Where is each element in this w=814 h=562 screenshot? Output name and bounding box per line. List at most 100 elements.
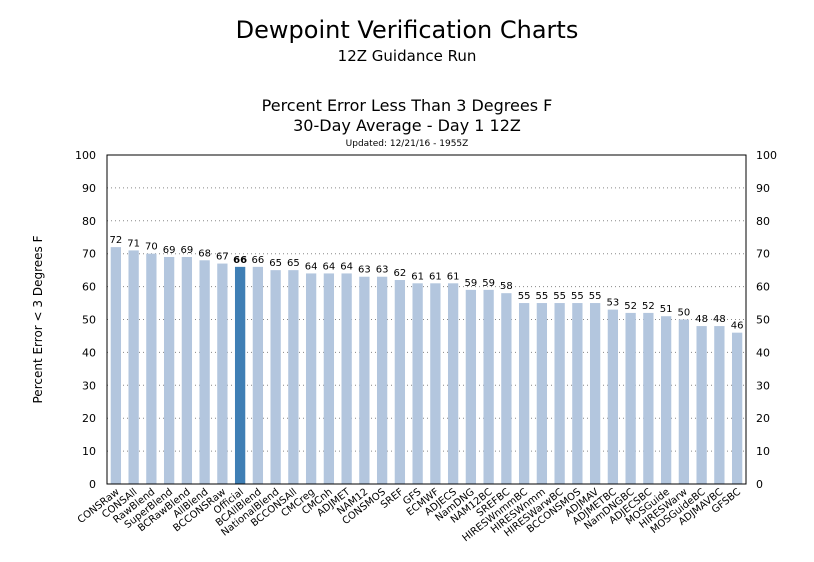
bar [430,283,441,484]
bar [270,270,281,484]
bar [341,273,352,484]
bar-value-label: 58 [500,281,513,292]
bar-value-label: 53 [607,298,620,309]
bar [359,276,370,484]
bar-value-label: 48 [695,314,708,325]
bar-value-label: 70 [145,242,158,253]
y-tick-label-right: 40 [756,346,770,359]
chart-subtitle: 30-Day Average - Day 1 12Z [293,116,521,135]
chart-title: Percent Error Less Than 3 Degrees F [261,96,553,115]
y-tick-label-left: 70 [82,248,96,261]
bar-value-label: 66 [252,255,265,266]
bar [678,319,690,484]
y-tick-label-right: 80 [756,215,770,228]
bar [589,303,601,484]
bar [217,263,228,484]
bar [731,332,743,484]
y-tick-label-left: 100 [75,149,96,162]
y-tick-label-left: 30 [82,379,96,392]
bar-value-label: 68 [198,248,211,259]
bar [554,303,565,484]
bar-value-label: 59 [482,278,495,289]
y-tick-label-right: 10 [756,445,770,458]
bar [252,266,264,484]
y-tick-label-right: 90 [756,182,770,195]
y-tick-label-left: 60 [82,281,96,294]
bar-value-label: 61 [447,271,460,282]
bar-value-label: 62 [394,268,407,279]
bar-value-label: 51 [660,304,673,315]
y-tick-label-right: 20 [756,412,770,425]
bar-value-label: 52 [642,301,655,312]
bar [181,256,193,484]
y-tick-label-right: 100 [756,149,777,162]
bar-value-label: 55 [571,291,584,302]
bars [110,247,743,484]
y-tick-label-left: 20 [82,412,96,425]
y-tick-label-left: 50 [82,314,96,327]
bar [607,309,619,484]
bar [501,293,512,484]
bar-value-label: 63 [376,265,389,276]
bar [128,250,139,484]
bar-value-label: 63 [358,265,371,276]
bar [394,280,406,484]
bar-value-label: 64 [323,261,336,272]
bar-value-label: 52 [624,301,637,312]
bar [714,326,725,484]
bar-value-label: 67 [216,252,229,263]
bar [625,312,636,484]
bar-value-label: 50 [678,308,691,319]
bar [323,273,335,484]
bar-value-label: 69 [181,245,194,256]
bar-value-label: 65 [269,258,282,269]
value-labels: 72 71 70 69 69 68 67 66 66 65 65 64 64 64 63 63 62 61 61 61… [110,235,744,332]
bar [572,303,583,484]
bar [536,303,548,484]
bar [412,283,423,484]
bar [199,260,210,484]
y-tick-label-right: 60 [756,281,770,294]
page-title: Dewpoint Verification Charts [235,16,579,44]
page-subtitle: 12Z Guidance Run [337,47,477,65]
updated-timestamp: Updated: 12/21/16 - 1955Z [345,139,469,149]
y-tick-label-left: 0 [89,478,96,491]
bar [376,276,388,484]
y-tick-label-left: 40 [82,346,96,359]
y-tick-label-right: 50 [756,314,770,327]
bar [163,256,175,484]
bar-value-label: 66 [233,255,247,266]
bar [483,289,494,484]
bar [643,312,654,484]
bar-value-label: 64 [305,261,318,272]
bar-value-label: 69 [163,245,176,256]
bar [146,253,157,484]
bar-value-label: 46 [731,321,744,332]
y-axis-label: Percent Error < 3 Degrees F [31,235,45,403]
bar [110,247,122,484]
plot-frame [106,154,747,485]
bar [447,283,459,484]
bar-value-label: 61 [429,271,442,282]
y-tick-label-left: 90 [82,182,96,195]
bar-value-label: 55 [553,291,566,302]
bar-value-label: 55 [518,291,531,302]
bar-value-label: 61 [411,271,424,282]
bar [518,303,530,484]
bar-value-label: 72 [110,235,123,246]
bar-highlighted [234,266,246,484]
bar-value-label: 59 [465,278,478,289]
x-axis: CONSRawCONSAllRawBlendSuperBlendBCRawBle… [76,486,743,544]
y-tick-label-right: 70 [756,248,770,261]
bar [696,326,707,484]
y-tick-label-left: 10 [82,445,96,458]
bar-value-label: 55 [536,291,549,302]
bar [305,273,317,484]
y-tick-label-right: 30 [756,379,770,392]
gridlines [107,187,746,452]
y-axis-right: 0 10 20 30 40 50 60 70 80 90 100 [756,149,777,491]
bar-value-label: 71 [127,238,140,249]
y-axis-left: 0 10 20 30 40 50 60 70 80 90 100 [75,149,96,491]
bar [465,289,477,484]
